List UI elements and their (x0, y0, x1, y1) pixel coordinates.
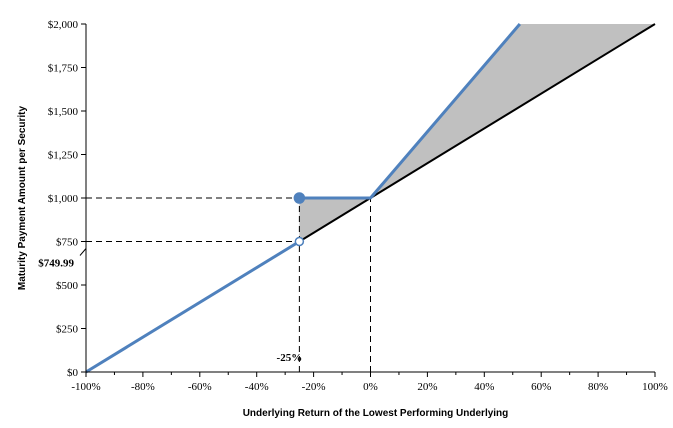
annotation-minus-25: -25% (277, 352, 303, 364)
x-tick-label-9: 80% (588, 381, 608, 393)
annotation-leader-749 (79, 248, 87, 256)
markers (293, 192, 306, 247)
x-tick-label-2: -60% (188, 381, 212, 393)
y-tick-label-7: $1,750 (48, 63, 79, 75)
x-tick-label-10: 100% (642, 381, 668, 393)
x-tick-label-7: 40% (474, 381, 494, 393)
series-security-segment-0 (85, 240, 301, 374)
y-tick-label-6: $1,500 (48, 106, 79, 118)
y-axis-title: Maturity Payment Amount per Security (17, 106, 28, 291)
y-tick-label-3: $750 (56, 237, 79, 249)
x-tick-label-5: 0% (363, 381, 378, 393)
y-tick-label-0: $0 (67, 367, 79, 379)
series-underlying-line (298, 23, 656, 243)
labels: $0 $250 $500 $750 $1,000 $1,250 $1,500 $1,750 $2… (17, 19, 668, 419)
y-tick-label-2: $500 (56, 280, 79, 292)
y-tick-label-4: $1,000 (48, 193, 79, 205)
y-tick-label-8: $2,000 (48, 19, 79, 31)
x-tick-label-1: -80% (131, 381, 155, 393)
series-security-segment-1 (299, 23, 521, 200)
x-tick-label-0: -100% (71, 381, 100, 393)
reference-lines (86, 197, 371, 372)
series-lines (85, 23, 656, 374)
x-tick-label-6: 20% (417, 381, 437, 393)
x-tick-label-8: 60% (531, 381, 551, 393)
y-tick-label-5: $1,250 (48, 150, 79, 162)
x-tick-label-4: -20% (302, 381, 326, 393)
y-tick-label-1: $250 (56, 324, 79, 336)
axes (81, 23, 656, 377)
marker-hollow-1 (294, 236, 305, 247)
x-tick-label-3: -40% (245, 381, 269, 393)
annotation-749-99: $749.99 (38, 258, 74, 270)
x-axis-title: Underlying Return of the Lowest Performi… (243, 408, 509, 419)
marker-filled-0 (293, 192, 306, 204)
